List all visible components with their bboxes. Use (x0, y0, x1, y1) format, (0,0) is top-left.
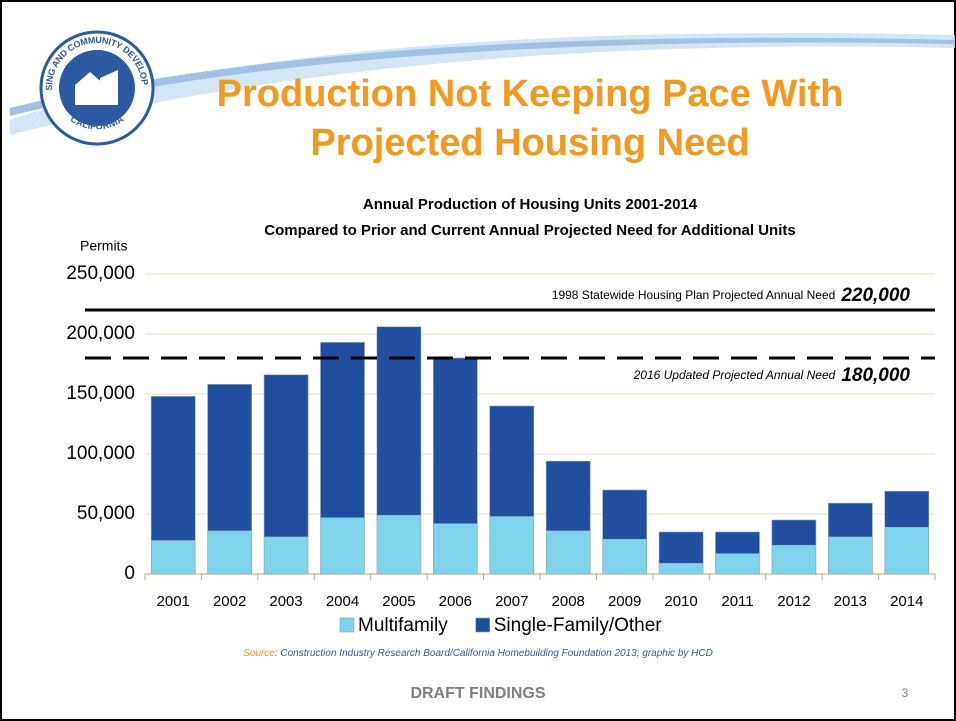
page-number: 3 (902, 686, 909, 700)
reference-text: 1998 Statewide Housing Plan Projected An… (552, 288, 836, 302)
slide-title: Production Not Keeping Pace With (217, 73, 844, 115)
header-swoosh (10, 33, 955, 135)
x-tick-label: 2001 (157, 593, 190, 610)
bar-segment (884, 490, 930, 528)
bar-segment (207, 384, 252, 532)
y-tick-label: 50,000 (77, 503, 135, 524)
x-tick-label: 2012 (777, 593, 810, 610)
bar-segment (433, 357, 478, 524)
bar-segment (828, 502, 873, 538)
slide-title: Projected Housing Need (310, 122, 749, 164)
reference-text: 2016 Updated Projected Annual Need (633, 368, 836, 382)
x-tick-label: 2014 (890, 593, 923, 610)
y-axis-label: Permits (80, 238, 127, 254)
legend-swatch (339, 617, 355, 633)
bar-segment (771, 544, 817, 575)
reference-value: 220,000 (840, 285, 910, 306)
bar-segment (320, 517, 365, 575)
bar-segment (376, 514, 422, 575)
y-tick-label: 0 (124, 563, 135, 584)
source: Source: Construction Industry Research B… (243, 648, 713, 659)
bar-segment (207, 530, 252, 575)
bar-segment (602, 489, 647, 540)
legend-label: Single-Family/Other (494, 615, 663, 636)
bar-segment (545, 460, 591, 532)
bar-segment (715, 531, 760, 554)
x-tick-label: 2009 (608, 593, 641, 610)
x-tick-label: 2005 (382, 593, 415, 610)
bar-segment (320, 342, 365, 518)
y-tick-label: 200,000 (66, 323, 135, 344)
reference-label: 1998 Statewide Housing Plan Projected An… (552, 285, 911, 306)
bar-segment (884, 526, 930, 575)
x-tick-label: 2011 (721, 593, 753, 610)
bar-segment (828, 536, 873, 575)
x-tick-label: 2006 (439, 593, 472, 610)
x-tick-label: 2010 (664, 593, 697, 610)
legend-swatch (475, 617, 491, 633)
bar-segment (263, 374, 309, 538)
reference-value: 180,000 (841, 365, 910, 386)
bar-segment (150, 396, 196, 541)
header-swoosh (10, 37, 955, 116)
reference-label: 2016 Updated Projected Annual Need 180,00… (633, 365, 911, 386)
x-tick-label: 2007 (495, 593, 528, 610)
x-tick-label: 2002 (213, 593, 246, 610)
x-tick-label: 2004 (326, 593, 359, 610)
legend-label: Multifamily (358, 615, 448, 636)
chart-title: Annual Production of Housing Units 2001-… (363, 196, 698, 213)
y-tick-label: 250,000 (66, 263, 135, 284)
bar-segment (489, 405, 535, 517)
bar-segment (263, 536, 309, 575)
x-tick-label: 2003 (269, 593, 302, 610)
bar-segment (771, 519, 817, 546)
bar-segment (489, 516, 535, 575)
chart-title: Compared to Prior and Current Annual Pro… (264, 222, 795, 239)
logo-houses (75, 70, 118, 105)
bar-segment (545, 530, 591, 575)
bar-segment (715, 553, 760, 575)
x-tick-label: 2008 (552, 593, 585, 610)
footer: DRAFT FINDINGS (410, 685, 545, 702)
bar-segment (658, 562, 704, 575)
source-label: Source (243, 648, 275, 659)
bar-segment (150, 540, 196, 575)
y-tick-label: 150,000 (66, 383, 135, 404)
y-tick-label: 100,000 (66, 443, 135, 464)
x-tick-label: 2013 (834, 593, 867, 610)
bar-segment (602, 538, 647, 575)
bar-segment (376, 326, 422, 516)
bar-segment (433, 523, 478, 575)
source-text: : Construction Industry Research Board/C… (275, 648, 713, 659)
bar-segment (658, 531, 704, 564)
